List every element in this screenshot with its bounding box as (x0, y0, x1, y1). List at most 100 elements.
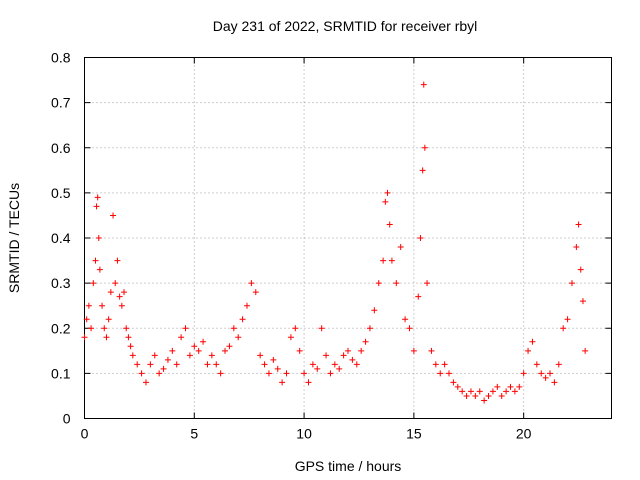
data-point (270, 356, 277, 363)
data-point (265, 370, 272, 377)
data-point (560, 325, 567, 332)
data-point (498, 392, 505, 399)
x-tick-label: 20 (516, 426, 532, 442)
y-tick-label: 0.2 (51, 320, 71, 336)
data-point (178, 334, 185, 341)
y-tick-label: 0.3 (51, 275, 71, 291)
data-point (182, 325, 189, 332)
data-point (476, 388, 483, 395)
data-point (459, 388, 466, 395)
data-point (382, 198, 389, 205)
data-point (349, 356, 356, 363)
data-point (142, 379, 149, 386)
data-point (397, 244, 404, 251)
data-point (83, 316, 90, 323)
data-point (134, 361, 141, 368)
data-point (419, 167, 426, 174)
data-point (230, 325, 237, 332)
data-point (127, 343, 134, 350)
data-point (579, 298, 586, 305)
data-point (511, 388, 518, 395)
data-point (81, 334, 88, 341)
data-point (494, 383, 501, 390)
data-point (467, 388, 474, 395)
data-point (331, 361, 338, 368)
data-point (388, 257, 395, 264)
data-point (386, 221, 393, 228)
data-points (81, 81, 589, 404)
data-point (358, 347, 365, 354)
data-point (151, 352, 158, 359)
data-point (582, 347, 589, 354)
data-point (105, 316, 112, 323)
data-point (485, 392, 492, 399)
y-tick-labels: 0 0.1 0.2 0.3 0.4 0.5 0.6 0.7 0.8 (51, 50, 71, 427)
data-point (95, 235, 102, 241)
data-point (327, 370, 334, 377)
data-point (533, 361, 540, 368)
data-point (318, 325, 325, 332)
data-point (173, 361, 180, 368)
chart-grid (84, 57, 612, 419)
data-point (410, 347, 417, 354)
data-point (421, 144, 428, 151)
data-point (437, 370, 444, 377)
data-point (235, 334, 242, 341)
x-tick-label: 0 (81, 426, 89, 442)
data-point (217, 370, 224, 377)
data-point (252, 289, 259, 296)
data-point (292, 325, 299, 332)
data-point (371, 307, 378, 314)
data-point (551, 379, 558, 386)
data-point (384, 189, 391, 196)
y-tick-label: 0.6 (51, 140, 71, 156)
data-point (402, 316, 409, 323)
data-point (160, 365, 167, 372)
data-point (138, 370, 145, 377)
data-point (296, 347, 303, 354)
data-point (301, 370, 308, 377)
data-point (489, 388, 496, 395)
data-point (191, 343, 198, 350)
data-point (555, 361, 562, 368)
data-point (538, 370, 545, 377)
data-point (99, 302, 106, 309)
data-point (93, 203, 100, 210)
data-point (417, 235, 424, 241)
data-point (200, 338, 207, 345)
data-point (156, 370, 163, 377)
data-point (406, 325, 413, 332)
x-tick-label: 10 (296, 426, 312, 442)
axis-ticks (84, 57, 612, 419)
data-point (432, 361, 439, 368)
data-point (525, 347, 532, 354)
data-point (129, 352, 136, 359)
data-point (420, 81, 427, 88)
data-point (520, 370, 527, 377)
data-point (239, 316, 246, 323)
data-point (257, 352, 264, 359)
data-point (94, 194, 101, 201)
data-point (362, 338, 369, 345)
y-tick-label: 0 (63, 411, 71, 427)
data-point (274, 365, 281, 372)
data-point (366, 325, 373, 332)
data-point (147, 361, 154, 368)
data-point (169, 347, 176, 354)
data-point (123, 325, 130, 332)
data-point (380, 257, 387, 264)
data-point (243, 302, 250, 309)
data-point (92, 257, 99, 264)
data-point (463, 392, 470, 399)
data-point (577, 266, 584, 273)
y-axis-label: SRMTID / TECUs (6, 183, 22, 293)
data-point (204, 361, 211, 368)
data-point (283, 370, 290, 377)
data-point (114, 257, 121, 264)
x-axis-label: GPS time / hours (295, 458, 402, 474)
x-tick-label: 15 (406, 426, 422, 442)
data-point (226, 343, 233, 350)
data-point (121, 289, 128, 296)
data-point (208, 352, 215, 359)
data-point (441, 361, 448, 368)
